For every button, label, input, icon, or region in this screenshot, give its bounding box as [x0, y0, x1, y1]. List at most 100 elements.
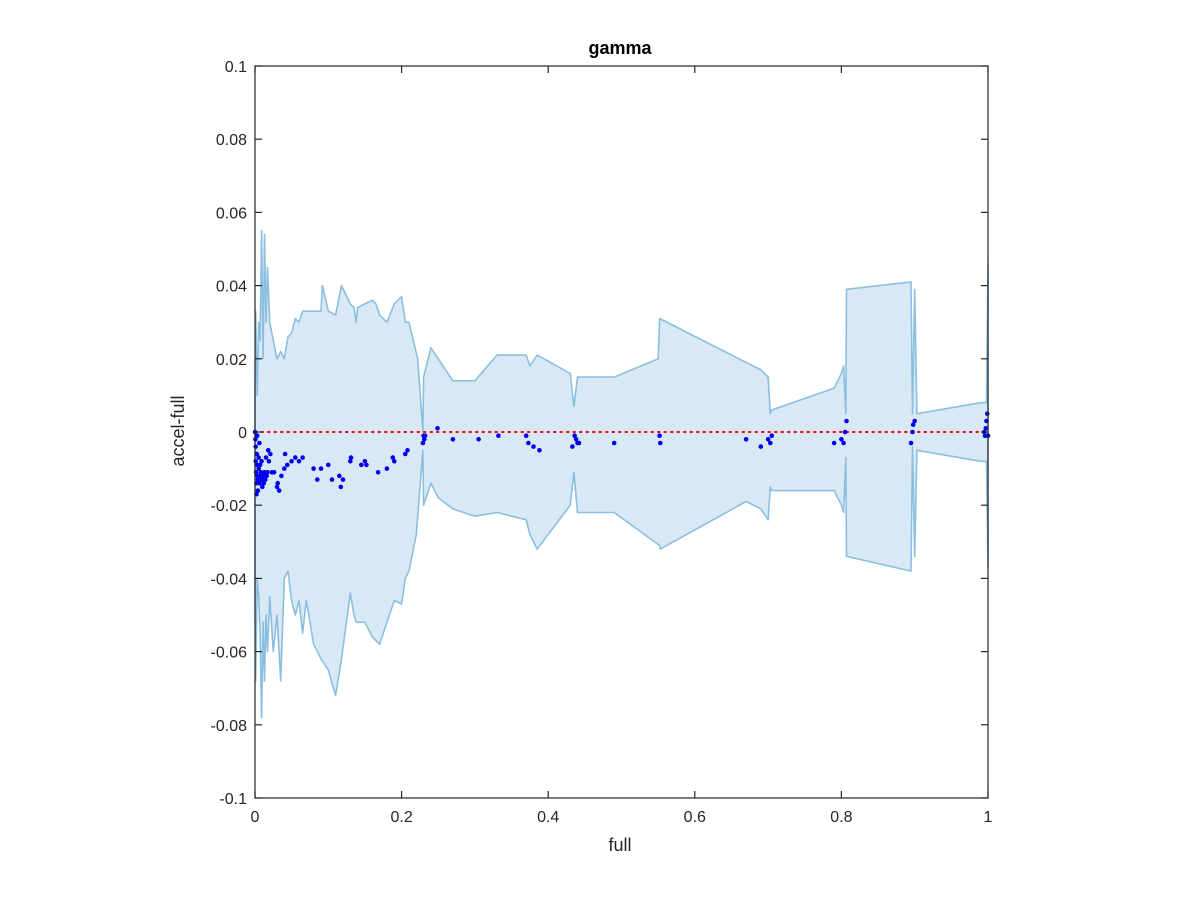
- data-point: [537, 448, 542, 453]
- data-point: [831, 440, 837, 446]
- y-tick-label: 0.1: [225, 59, 247, 76]
- data-point: [985, 411, 990, 417]
- data-point: [282, 451, 288, 457]
- x-tick-label: 0.8: [830, 809, 852, 826]
- data-point: [264, 473, 270, 479]
- data-point: [263, 477, 268, 482]
- data-point: [435, 426, 440, 431]
- data-point: [315, 477, 320, 482]
- data-point: [256, 455, 262, 460]
- y-tick-label: 0.08: [216, 132, 247, 149]
- data-point: [318, 466, 324, 471]
- data-point: [422, 433, 428, 439]
- confidence-band: [254, 229, 989, 719]
- data-point: [983, 426, 989, 431]
- data-point: [253, 444, 258, 449]
- y-axis-ticks: 0.1 0.08 0.06 0.04 0.02 0 -0.02 -0.04 -0.06 -0.08…: [211, 59, 988, 808]
- data-point: [271, 470, 277, 475]
- data-point: [476, 437, 481, 442]
- data-point: [255, 477, 261, 482]
- data-point: [743, 437, 749, 442]
- y-tick-label: -0.08: [211, 718, 248, 735]
- data-point: [348, 459, 353, 464]
- x-tick-label: 0.6: [684, 809, 706, 826]
- y-tick-label: -0.1: [219, 791, 247, 808]
- data-point: [257, 440, 262, 446]
- data-point: [265, 448, 271, 453]
- data-point: [841, 440, 846, 446]
- data-point: [326, 462, 331, 468]
- data-point: [912, 418, 917, 424]
- data-point: [259, 459, 264, 464]
- data-point: [450, 437, 456, 442]
- data-point: [362, 459, 368, 464]
- data-point: [293, 455, 298, 460]
- data-point: [260, 473, 266, 479]
- x-axis-label: full: [608, 835, 631, 855]
- data-point: [422, 437, 427, 442]
- x-tick-label: 0: [251, 809, 260, 826]
- y-tick-label: 0.04: [216, 279, 247, 296]
- plot-area: [252, 229, 991, 719]
- data-point: [300, 455, 305, 460]
- chart-title: gamma: [588, 38, 652, 58]
- data-point: [254, 433, 260, 439]
- data-point: [274, 484, 280, 490]
- data-point: [420, 440, 426, 446]
- data-point: [390, 455, 396, 460]
- data-point: [285, 462, 290, 468]
- data-point: [348, 455, 354, 460]
- data-point: [268, 451, 273, 457]
- x-tick-label: 0.4: [537, 809, 559, 826]
- data-point: [311, 466, 316, 471]
- y-tick-label: 0.06: [216, 205, 247, 222]
- data-point: [910, 422, 916, 428]
- data-point: [573, 437, 579, 442]
- data-point: [266, 459, 272, 464]
- data-point: [364, 462, 369, 468]
- data-point: [258, 470, 264, 475]
- data-point: [276, 488, 282, 493]
- data-point: [255, 488, 261, 493]
- data-point: [254, 451, 260, 457]
- data-point: [758, 444, 764, 449]
- data-point: [570, 444, 575, 449]
- x-axis-ticks: 0 0.2 0.4 0.6 0.8 1: [251, 66, 993, 826]
- data-point: [282, 466, 287, 471]
- data-point: [526, 440, 531, 446]
- x-tick-label: 0.2: [390, 809, 412, 826]
- y-tick-label: 0: [238, 425, 247, 442]
- y-tick-label: -0.06: [211, 645, 248, 662]
- data-point: [842, 429, 848, 435]
- data-point: [337, 473, 342, 479]
- data-point: [279, 473, 284, 479]
- data-point: [392, 459, 397, 464]
- data-point: [765, 437, 771, 442]
- data-point: [405, 448, 410, 453]
- data-point: [375, 470, 381, 475]
- data-point: [359, 462, 364, 468]
- data-point: [384, 466, 390, 471]
- data-point: [658, 440, 663, 446]
- data-point: [572, 433, 577, 439]
- data-point: [844, 418, 849, 424]
- data-point: [611, 440, 617, 446]
- data-point: [523, 433, 529, 439]
- data-point: [257, 462, 263, 468]
- data-point: [769, 433, 775, 439]
- data-point: [265, 470, 270, 475]
- data-point: [910, 429, 915, 435]
- data-point: [657, 433, 662, 439]
- data-point: [259, 477, 264, 482]
- data-point: [531, 444, 536, 449]
- y-tick-label: 0.02: [216, 352, 247, 369]
- data-point: [768, 440, 773, 446]
- data-point: [340, 477, 346, 482]
- data-point: [329, 477, 335, 482]
- data-point: [576, 440, 582, 446]
- y-tick-label: -0.02: [211, 498, 248, 515]
- data-point: [260, 484, 265, 490]
- data-point: [403, 451, 408, 457]
- data-point: [275, 480, 281, 486]
- data-point: [289, 459, 294, 464]
